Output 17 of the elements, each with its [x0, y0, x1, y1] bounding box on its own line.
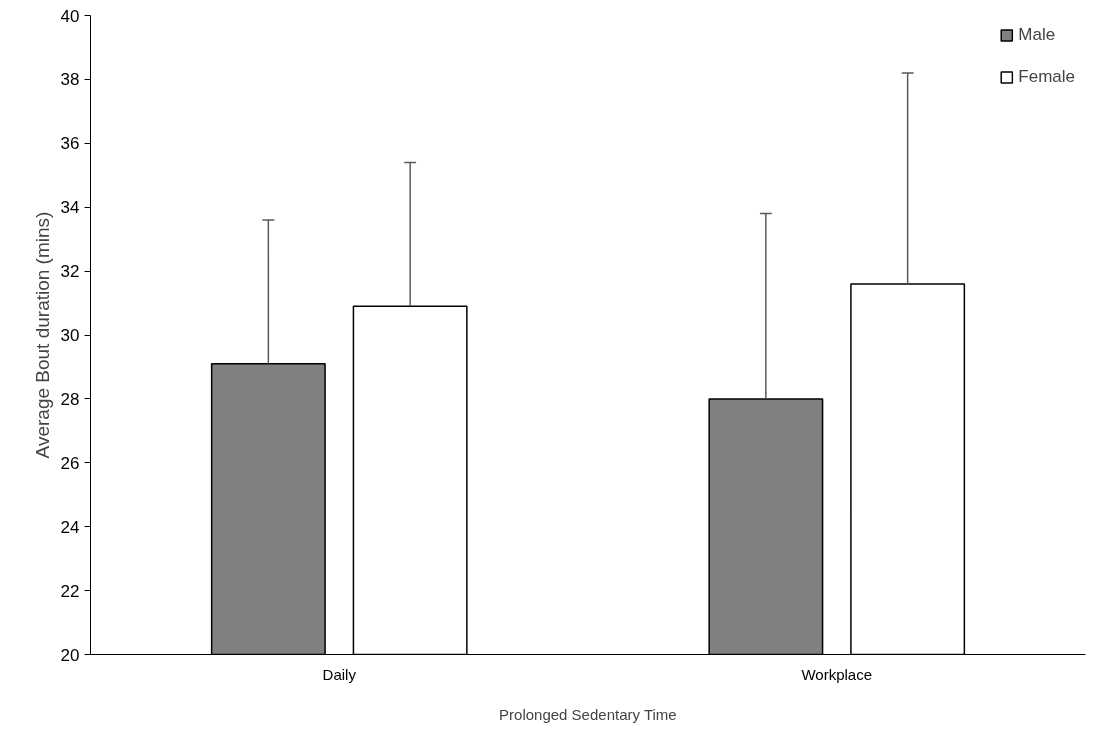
- y-tick-label: 24: [60, 517, 80, 537]
- y-tick-label: 34: [60, 198, 80, 218]
- x-tick-label: Workplace: [801, 665, 873, 683]
- y-tick-label: 22: [60, 581, 80, 601]
- y-tick-label: 20: [60, 645, 80, 665]
- y-tick-label: 40: [60, 6, 80, 26]
- y-tick-label: 26: [60, 453, 80, 473]
- y-tick-label: 32: [60, 262, 80, 282]
- legend-label: Female: [1018, 67, 1075, 87]
- legend-label: Male: [1018, 25, 1056, 45]
- y-tick-label: 28: [60, 389, 80, 409]
- y-tick-label: 30: [60, 326, 80, 345]
- x-tick-label: Daily: [322, 665, 357, 683]
- y-tick-label: 36: [60, 134, 80, 154]
- x-axis-title: Prolonged Sedentary Time: [499, 705, 677, 723]
- y-axis-title: Average Bout duration (mins): [31, 211, 53, 459]
- y-tick-label: 38: [60, 70, 80, 90]
